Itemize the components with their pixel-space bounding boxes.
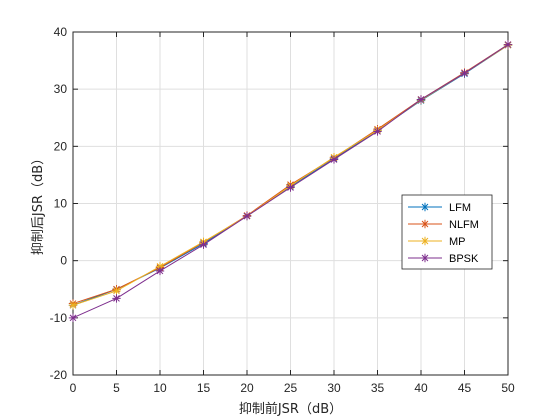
data-point-mp: [112, 286, 121, 296]
x-axis-label: 抑制前JSR（dB）: [239, 401, 342, 417]
x-tick-label: 30: [327, 381, 341, 395]
legend-marker-bpsk: [420, 253, 430, 263]
legend-label-nlfm: NLFM: [449, 219, 479, 231]
legend-item-nlfm: NLFM: [408, 219, 479, 231]
y-tick-label: 10: [54, 197, 68, 211]
legend-label-mp: MP: [449, 236, 466, 248]
data-point-mp: [155, 262, 165, 271]
data-point-bpsk: [329, 155, 339, 164]
data-point-bpsk: [112, 294, 121, 303]
data-point-bpsk: [242, 211, 252, 221]
data-point-bpsk: [503, 40, 513, 49]
x-tick-label: 0: [70, 381, 77, 395]
y-tick-label: 30: [54, 82, 68, 96]
legend-item-mp: MP: [408, 236, 466, 248]
legend-marker-lfm: [420, 202, 430, 212]
y-tick-label: 40: [54, 25, 68, 39]
data-point-bpsk: [460, 68, 469, 78]
legend-item-lfm: LFM: [408, 202, 471, 214]
data-point-bpsk: [416, 95, 426, 104]
data-point-bpsk: [155, 266, 165, 276]
series-bpsk: [68, 40, 513, 323]
data-point-bpsk: [68, 313, 78, 323]
legend-label-bpsk: BPSK: [449, 253, 479, 265]
legend-marker-mp: [420, 236, 430, 246]
x-tick-label: 10: [153, 381, 167, 395]
legend-item-bpsk: BPSK: [408, 253, 479, 265]
data-point-mp: [68, 301, 78, 310]
x-tick-label: 25: [284, 381, 298, 395]
legend: LFM NLFM MP BPSK: [401, 194, 493, 270]
x-axis-ticks: 0 5 10 15 20 25 30 35 40 45 50: [70, 32, 515, 395]
x-tick-label: 45: [458, 381, 472, 395]
legend-label-lfm: LFM: [449, 202, 471, 214]
y-tick-label: 0: [60, 254, 67, 268]
y-tick-label: -10: [50, 311, 68, 325]
x-tick-label: 5: [113, 381, 120, 395]
legend-marker-nlfm: [420, 219, 430, 229]
x-tick-label: 35: [371, 381, 385, 395]
data-point-bpsk: [199, 240, 208, 249]
y-axis-ticks: -20 -10 0 10 20 30 40: [50, 25, 508, 382]
x-tick-label: 20: [240, 381, 254, 395]
data-point-bpsk: [286, 183, 295, 192]
x-tick-label: 15: [197, 381, 211, 395]
data-point-bpsk: [373, 127, 382, 136]
y-tick-label: 20: [54, 139, 68, 153]
y-tick-label: -20: [50, 368, 68, 382]
x-tick-label: 40: [414, 381, 428, 395]
y-axis-label: 抑制后JSR（dB）: [31, 152, 46, 255]
x-tick-label: 50: [501, 381, 515, 395]
series-layer: [68, 40, 513, 323]
